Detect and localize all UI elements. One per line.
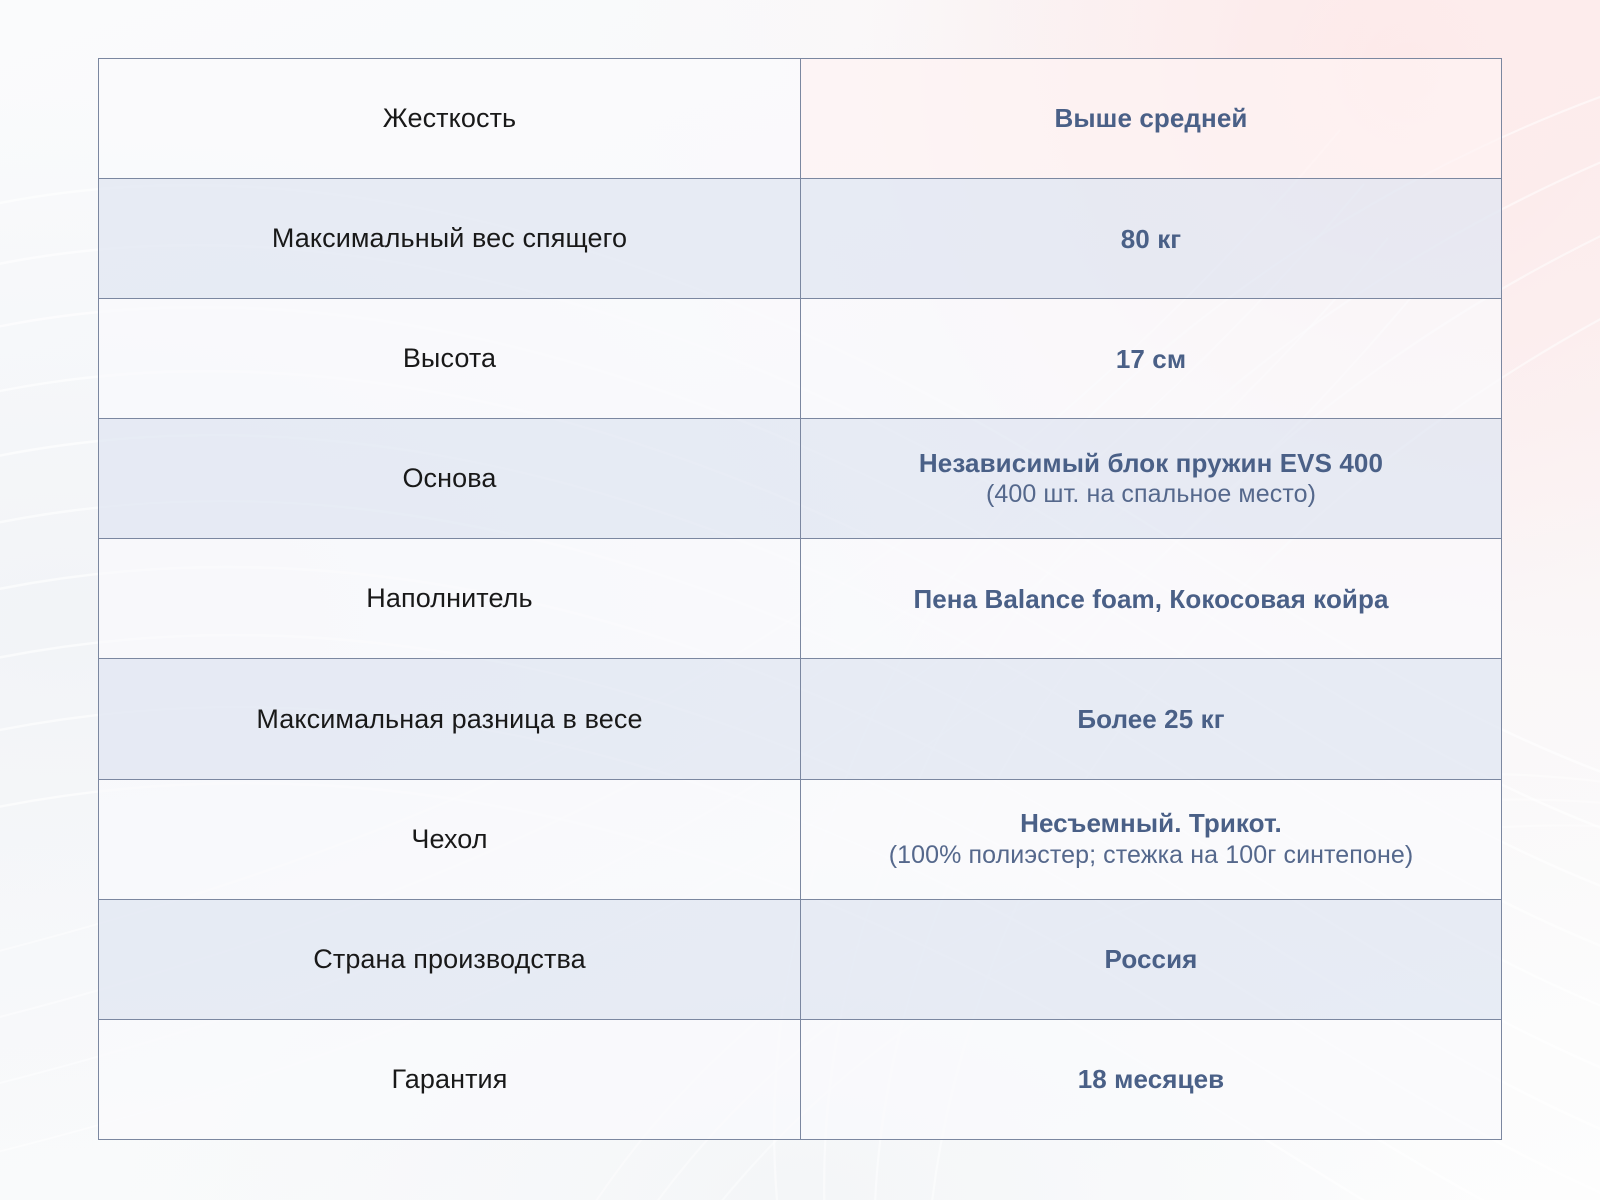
specifications-table: Жесткость Выше средней Максимальный вес … <box>98 57 1502 1140</box>
spec-value: Россия <box>800 898 1502 1020</box>
spec-label: Высота <box>98 298 801 420</box>
table-row: Максимальный вес спящего 80 кг <box>98 178 1502 300</box>
spec-value-main: Несъемный. Трикот. <box>1020 808 1282 839</box>
spec-value-sub: (400 шт. на спальное место) <box>985 480 1317 509</box>
spec-value: Более 25 кг <box>800 658 1502 780</box>
spec-label: Чехол <box>98 778 801 900</box>
spec-value-sub: (100% полиэстер; стежка на 100г синтепон… <box>888 840 1414 869</box>
spec-value-main: 17 см <box>1115 343 1187 374</box>
spec-value-main: Выше средней <box>1054 103 1248 134</box>
spec-value-main: 80 кг <box>1120 223 1182 254</box>
spec-value: Выше средней <box>800 57 1502 180</box>
spec-value: Независимый блок пружин EVS 400 (400 шт.… <box>800 418 1502 540</box>
table-row: Чехол Несъемный. Трикот. (100% полиэстер… <box>98 778 1502 900</box>
spec-value-main: Более 25 кг <box>1077 703 1225 734</box>
spec-value: Пена Balance foam, Кокосовая койра <box>800 538 1502 660</box>
spec-label: Максимальный вес спящего <box>98 178 801 300</box>
spec-label: Гарантия <box>98 1018 801 1140</box>
table-row: Основа Независимый блок пружин EVS 400 (… <box>98 418 1502 540</box>
table-row: Гарантия 18 месяцев <box>98 1018 1502 1140</box>
spec-label: Жесткость <box>98 57 801 180</box>
spec-label: Страна производства <box>98 898 801 1020</box>
spec-value-main: Независимый блок пружин EVS 400 <box>918 448 1384 479</box>
spec-value-main: 18 месяцев <box>1077 1064 1225 1095</box>
spec-value: 80 кг <box>800 178 1502 300</box>
spec-value: Несъемный. Трикот. (100% полиэстер; стеж… <box>800 778 1502 900</box>
spec-label: Наполнитель <box>98 538 801 660</box>
table-row: Наполнитель Пена Balance foam, Кокосовая… <box>98 538 1502 660</box>
table-row: Жесткость Выше средней <box>98 57 1502 180</box>
specifications-table-body: Жесткость Выше средней Максимальный вес … <box>98 57 1502 1140</box>
spec-label: Максимальная разница в весе <box>98 658 801 780</box>
table-row: Максимальная разница в весе Более 25 кг <box>98 658 1502 780</box>
table-row: Страна производства Россия <box>98 898 1502 1020</box>
spec-value-main: Пена Balance foam, Кокосовая койра <box>913 583 1389 614</box>
table-row: Высота 17 см <box>98 298 1502 420</box>
spec-value: 18 месяцев <box>800 1018 1502 1140</box>
spec-value-main: Россия <box>1104 944 1198 975</box>
spec-label: Основа <box>98 418 801 540</box>
spec-value: 17 см <box>800 298 1502 420</box>
